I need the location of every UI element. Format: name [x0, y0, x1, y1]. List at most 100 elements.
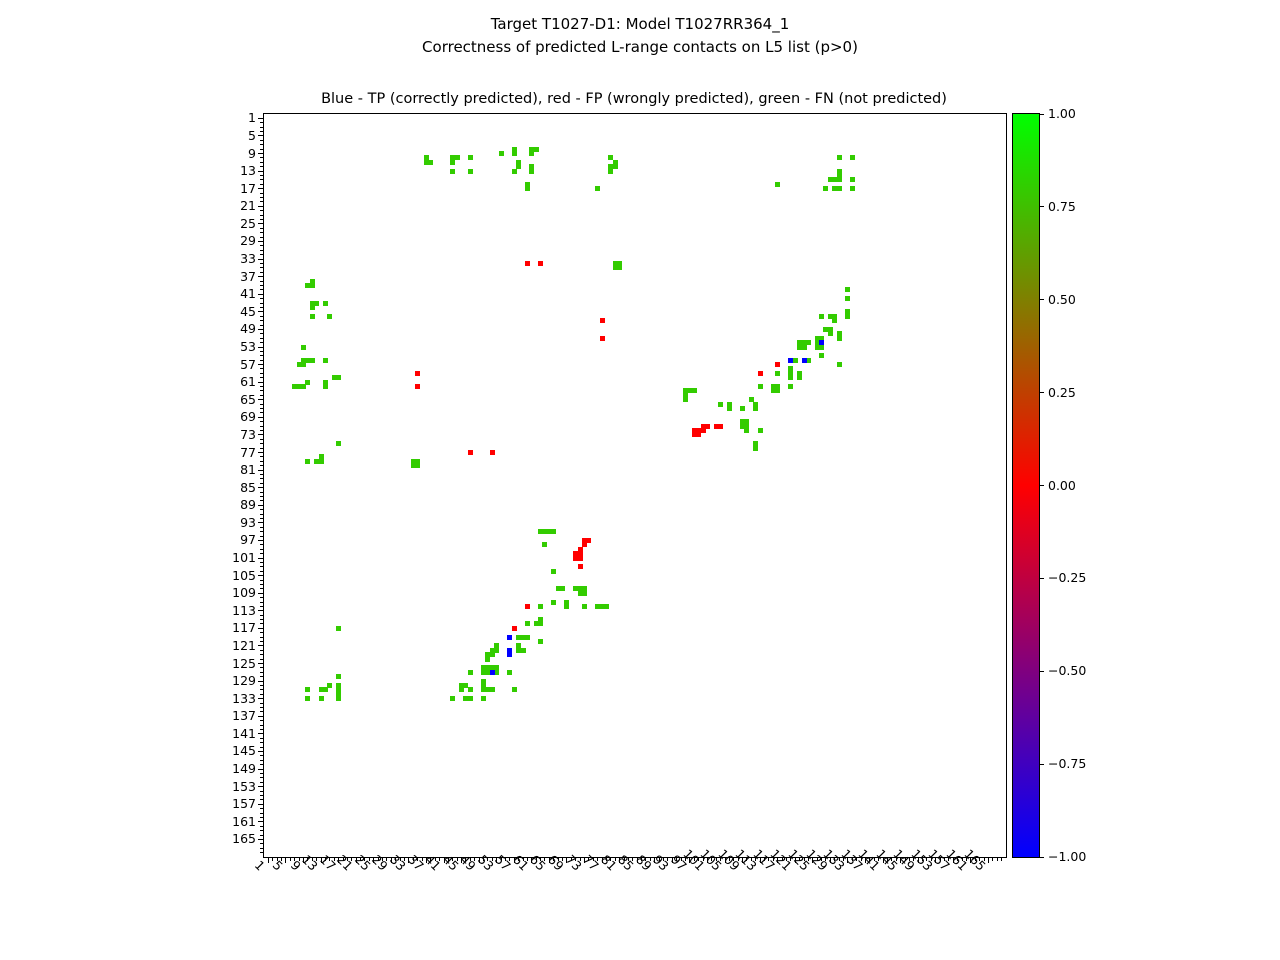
x-tick — [395, 858, 397, 861]
y-tick — [260, 491, 263, 493]
y-tick — [260, 720, 263, 722]
y-tick — [260, 579, 263, 581]
data-point-fn_green — [327, 313, 333, 319]
data-point-fn_green — [301, 357, 306, 363]
data-point-fn_green — [836, 168, 842, 174]
x-tick-label-text: 165 — [960, 846, 989, 874]
x-tick — [939, 858, 941, 861]
y-tick — [258, 645, 263, 647]
y-tick — [260, 474, 263, 475]
contact-map-plot: 1 5 9 13 17 21 25 29 33 37 41 45 49 53 57 61 65 69 73 77 81 8… — [232, 111, 1007, 874]
y-tick — [258, 539, 263, 541]
data-point-fn_green — [459, 687, 465, 693]
data-point-fn_green — [533, 621, 539, 627]
x-tick — [619, 858, 621, 863]
x-tick — [746, 858, 748, 861]
x-tick — [311, 858, 313, 861]
data-point-fn_green — [336, 696, 342, 702]
y-tick — [258, 803, 263, 805]
data-point-fn_green — [573, 586, 579, 592]
colorbar-tick — [1040, 670, 1044, 672]
data-point-fn_green — [612, 260, 618, 266]
x-tick — [904, 858, 906, 861]
data-point-fp_red — [704, 423, 710, 429]
colorbar-tick — [1040, 763, 1044, 765]
x-tick — [803, 858, 805, 861]
x-tick — [952, 858, 954, 863]
x-tick — [548, 858, 550, 863]
x-tick — [851, 858, 853, 861]
data-point-fn_green — [819, 344, 825, 350]
y-tick — [258, 153, 263, 155]
x-tick — [386, 858, 388, 861]
y-tick — [260, 126, 263, 128]
x-tick — [750, 858, 752, 861]
data-point-fn_green — [529, 151, 535, 157]
data-point-fn_green — [612, 159, 618, 165]
data-point-fn_green — [801, 340, 807, 346]
y-tick — [260, 667, 263, 669]
data-point-fp_red — [415, 370, 421, 376]
y-tick — [260, 553, 263, 555]
x-tick — [720, 858, 722, 861]
y-tick — [260, 724, 263, 726]
data-point-fn_green — [608, 164, 614, 170]
data-point-fn_green — [336, 625, 342, 631]
y-tick — [260, 777, 263, 779]
data-point-fn_green — [309, 304, 315, 310]
x-tick — [294, 858, 296, 861]
x-tick — [983, 858, 985, 861]
y-tick — [260, 131, 263, 133]
y-tick — [260, 337, 263, 339]
x-tick — [979, 858, 981, 861]
data-point-fn_green — [849, 186, 855, 192]
x-tick — [1001, 858, 1003, 861]
data-point-fn_green — [612, 265, 618, 271]
data-point-fn_green — [753, 445, 759, 451]
y-tick — [258, 487, 263, 489]
data-point-fn_green — [336, 375, 342, 381]
data-point-fn_green — [603, 603, 609, 609]
data-point-fn_green — [450, 155, 456, 161]
data-point-fp_red — [757, 370, 763, 376]
x-tick — [430, 858, 432, 861]
data-point-fp_red — [713, 423, 719, 429]
y-tick-label: 161 — [232, 813, 256, 829]
x-tick — [825, 858, 827, 861]
y-tick — [260, 403, 263, 405]
x-tick — [764, 858, 766, 861]
data-point-fn_green — [819, 335, 825, 341]
data-point-fn_green — [314, 300, 320, 306]
y-tick — [260, 649, 263, 651]
data-point-fn_green — [740, 406, 746, 412]
x-tick — [891, 858, 893, 861]
y-tick-label: 53 — [240, 339, 256, 354]
y-tick — [260, 746, 263, 748]
x-tick — [693, 858, 695, 861]
x-tick — [579, 858, 581, 861]
data-point-fn_green — [467, 687, 473, 693]
data-point-fp_red — [415, 384, 421, 390]
data-point-fn_green — [481, 669, 487, 675]
data-point-fn_green — [797, 340, 803, 346]
x-tick — [689, 858, 691, 863]
colorbar-tick-label: 0.25 — [1048, 384, 1076, 400]
data-point-fn_green — [560, 586, 566, 592]
data-point-fn_green — [845, 313, 851, 319]
x-tick — [540, 858, 542, 861]
x-tick — [627, 858, 629, 861]
y-tick — [258, 188, 263, 190]
y-tick — [260, 144, 263, 146]
y-tick — [258, 469, 263, 471]
data-point-fp_red — [582, 537, 587, 543]
data-point-fn_green — [832, 313, 838, 319]
data-point-fn_green — [450, 168, 456, 174]
y-tick-label: 77 — [240, 444, 256, 460]
data-point-fn_green — [511, 168, 517, 174]
y-tick — [260, 685, 263, 687]
x-tick — [663, 858, 665, 861]
y-tick — [260, 350, 263, 352]
colorbar-tick — [1040, 392, 1044, 394]
data-point-fn_green — [423, 155, 429, 161]
data-point-fn_green — [467, 168, 473, 174]
